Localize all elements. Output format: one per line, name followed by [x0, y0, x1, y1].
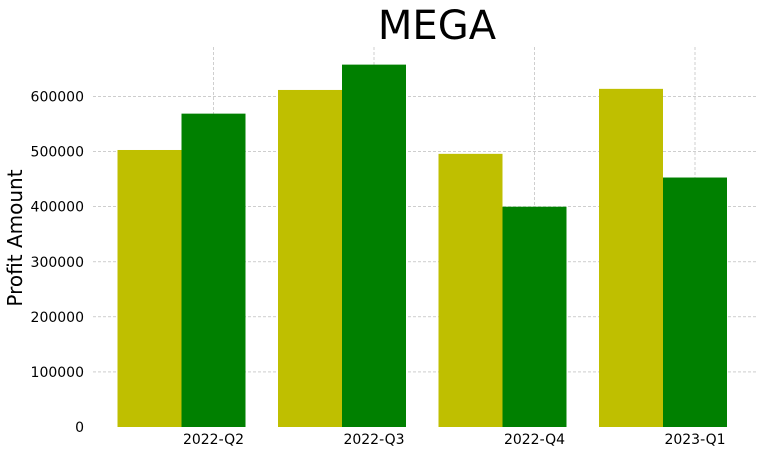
x-axis-ticks: 2022-Q2 2022-Q3 2022-Q4 2023-Q1: [183, 432, 726, 448]
y-tick-label: 500000: [31, 145, 84, 161]
bar-2-2022-Q4: [502, 206, 567, 427]
y-tick-label: 200000: [31, 310, 84, 326]
x-tick-label: 2023-Q1: [664, 432, 725, 448]
y-tick-label: 400000: [31, 200, 84, 216]
x-tick-label: 2022-Q4: [504, 432, 565, 448]
bar-1-2022-Q2: [117, 149, 182, 427]
bar-2-2023-Q1: [663, 177, 727, 427]
y-tick-label: 100000: [31, 365, 84, 381]
bar-2-2022-Q2: [181, 113, 246, 427]
bar-1-2023-Q1: [599, 88, 663, 427]
y-tick-label: 600000: [31, 90, 84, 106]
x-tick-label: 2022-Q3: [343, 432, 404, 448]
y-axis-ticks: 0 100000 200000 300000 400000 500000 600000: [31, 90, 84, 436]
bar-2-2022-Q3: [342, 64, 406, 427]
y-tick-label: 300000: [31, 255, 84, 271]
bar-1-2022-Q3: [278, 89, 342, 428]
y-axis-label: Profit Amount: [3, 169, 27, 306]
bar-1-2022-Q4: [438, 153, 503, 427]
chart-title: MEGA: [378, 3, 497, 49]
bars: [117, 64, 727, 428]
y-tick-label: 0: [75, 420, 84, 436]
x-tick-label: 2022-Q2: [183, 432, 244, 448]
